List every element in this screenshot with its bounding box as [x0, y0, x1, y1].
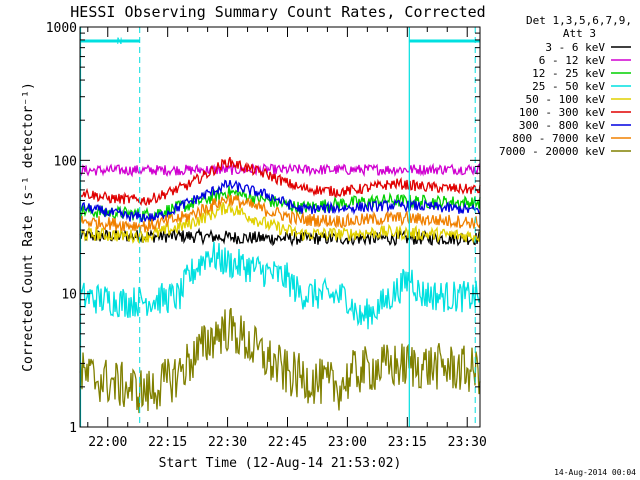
legend-header-attenuator: Att 3: [563, 27, 596, 40]
legend-label-1: 3 - 6 keV: [545, 41, 605, 54]
timestamp: 14-Aug-2014 00:04: [554, 468, 636, 477]
x-tick-label: 22:30: [208, 435, 247, 450]
x-tick-label: 23:00: [328, 435, 367, 450]
axis-layer: 22:00 22:15 22:30 22:45 23:00 23:15 23:30 1 10 10…: [46, 21, 487, 450]
legend-label-2: 6 - 12 keV: [539, 54, 606, 67]
legend-header-detectors: Det 1,3,5,6,7,9,: [526, 14, 632, 27]
legend-label-9: 7000 - 20000 keV: [499, 145, 605, 158]
x-tick-label: 22:00: [88, 435, 127, 450]
series-line-4: [79, 241, 481, 330]
y-tick-label: 10: [61, 288, 77, 303]
series-line-8: [79, 192, 481, 233]
y-tick-label: 1000: [46, 21, 77, 36]
series-line-9: [79, 307, 481, 414]
x-axis-label: Start Time (12-Aug-14 21:53:02): [159, 456, 402, 471]
y-axis-label: Corrected Count Rate (s⁻¹ detector⁻¹): [21, 82, 36, 372]
series-layer: [79, 156, 481, 414]
legend-label-3: 12 - 25 keV: [532, 67, 605, 80]
x-tick-label: 22:15: [148, 435, 187, 450]
series-line-5: [79, 201, 481, 245]
series-line-7: [79, 179, 481, 223]
y-tick-label: 100: [54, 154, 77, 169]
x-tick-label: 23:30: [448, 435, 487, 450]
chart-title: HESSI Observing Summary Count Rates, Cor…: [70, 3, 485, 21]
y-tick-label: 1: [69, 421, 77, 436]
series-line-2: [79, 162, 481, 178]
plot-frame: [79, 26, 481, 428]
series-line-6: [79, 156, 481, 207]
x-tick-label: 23:15: [388, 435, 427, 450]
x-tick-label: 22:45: [268, 435, 307, 450]
legend-label-8: 800 - 7000 keV: [512, 132, 605, 145]
legend-label-4: 25 - 50 keV: [532, 80, 605, 93]
legend-label-5: 50 - 100 keV: [526, 93, 606, 106]
legend-label-7: 300 - 800 keV: [519, 119, 605, 132]
annotation-layer: N: [79, 27, 480, 427]
legend-label-6: 100 - 300 keV: [519, 106, 605, 119]
